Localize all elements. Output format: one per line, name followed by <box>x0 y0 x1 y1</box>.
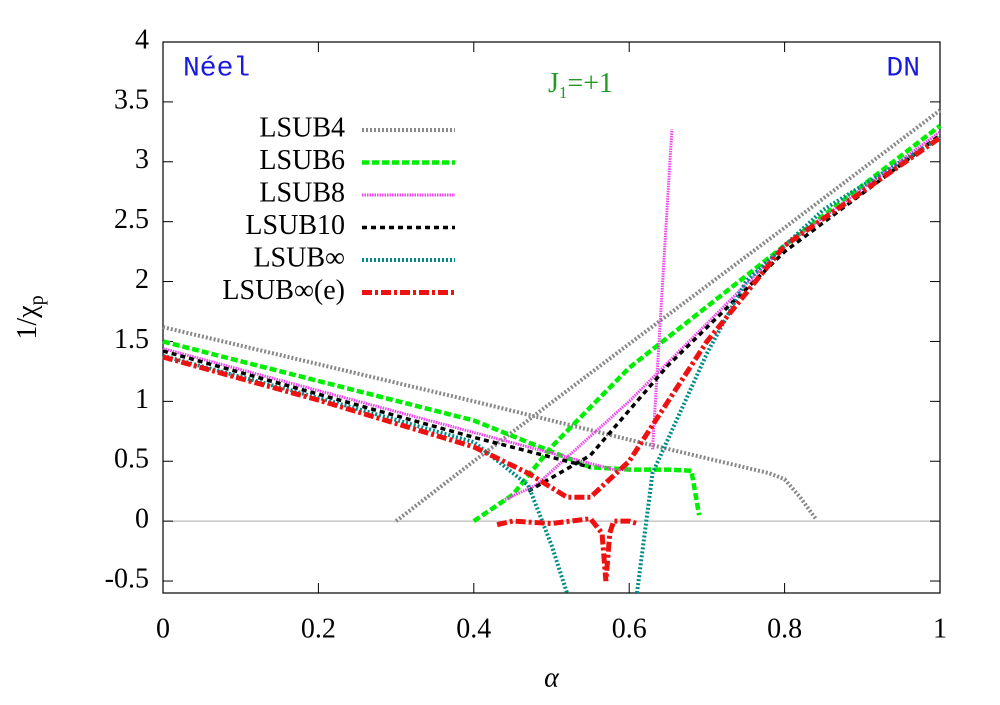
x-axis-label: α <box>544 662 560 693</box>
y-tick-label: 1 <box>135 384 149 415</box>
legend-label: LSUB6 <box>259 145 345 176</box>
y-tick-label: 0 <box>135 504 149 535</box>
legend-label: LSUB4 <box>259 112 345 143</box>
annotation: J1=+1 <box>548 68 613 101</box>
y-axis-label-base: 1/χ <box>12 305 43 340</box>
plot-frame <box>162 41 941 594</box>
y-axis-label: 1/χp <box>12 295 47 339</box>
legend-label: LSUB∞ <box>253 242 345 273</box>
legend-label: LSUB∞(e) <box>222 275 345 306</box>
series-line <box>162 133 942 493</box>
x-tick-label: 1 <box>933 613 947 644</box>
x-tick-label: 0.2 <box>301 613 336 644</box>
y-tick-label: 0.5 <box>114 444 149 475</box>
annotation-base: J <box>548 68 559 99</box>
y-tick-label: -0.5 <box>105 563 149 594</box>
x-tick-label: 0.6 <box>612 613 647 644</box>
annotation: DN <box>886 53 920 84</box>
x-tick-label: 0.4 <box>456 613 491 644</box>
y-tick-label: 3.5 <box>114 84 149 115</box>
series-line <box>162 129 941 501</box>
y-tick-label: 4 <box>135 24 149 55</box>
series-line <box>162 108 942 523</box>
annotation: Néel <box>183 53 250 84</box>
x-tick-label: 0 <box>156 613 170 644</box>
series-line <box>162 135 942 582</box>
legend-label: LSUB10 <box>245 210 345 241</box>
y-tick-label: 1.5 <box>114 324 149 355</box>
legend-label: LSUB8 <box>259 177 345 208</box>
x-tick-label: 0.8 <box>767 613 802 644</box>
annotation-sub: 1 <box>559 83 568 102</box>
y-tick-label: 3 <box>135 144 149 175</box>
y-tick-label: 2.5 <box>114 204 149 235</box>
y-tick-label: 2 <box>135 264 149 295</box>
y-axis-label-sub: p <box>26 295 48 305</box>
annotation-rest: =+1 <box>567 68 613 99</box>
